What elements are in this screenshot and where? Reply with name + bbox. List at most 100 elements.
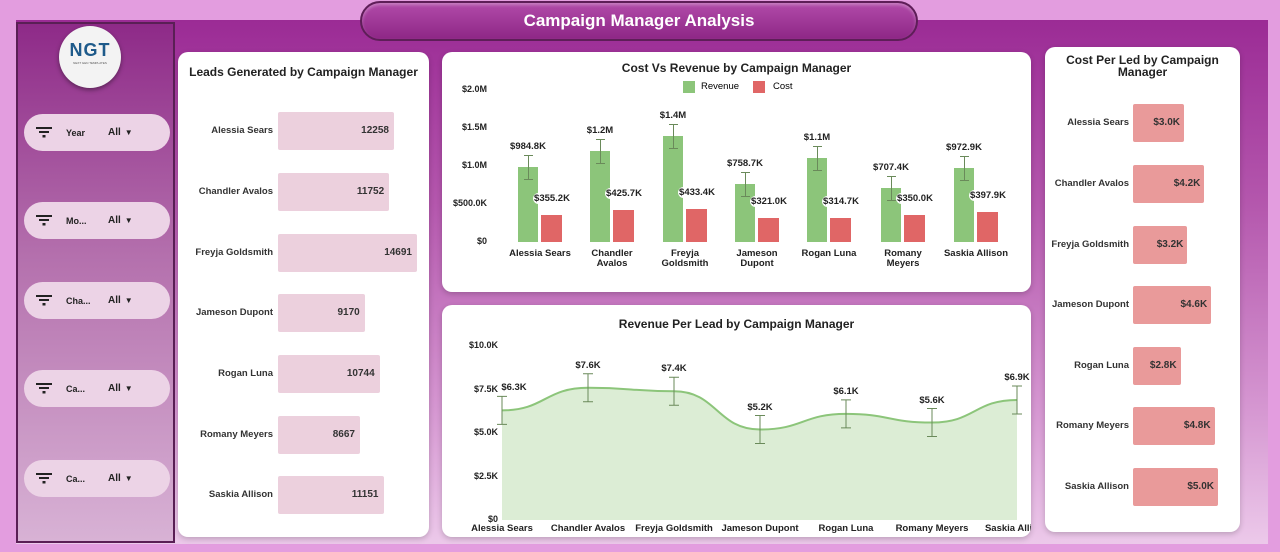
y-tick-label: $2.0M [461,84,487,94]
bar-category-label: Saskia Allison [208,489,273,500]
legend-cost-swatch [753,81,765,93]
cost-data-label: $397.9K [969,189,1007,201]
filter-value[interactable]: All [108,383,121,394]
revenue-bar [518,167,538,242]
chevron-down-icon[interactable]: ▼ [124,296,133,305]
filter-4[interactable]: Ca... All ▼ [24,460,170,497]
leads-value-label: 9170 [337,307,360,318]
revenue-per-lead-card: Revenue Per Lead by Campaign Manager $0 $… [442,305,1031,537]
y-tick-label: $500.0K [452,198,487,208]
bar-category-label: Freyja Goldsmith [195,247,273,258]
filter-icon [36,381,52,397]
x-category-label: Saskia Allison [943,248,1009,259]
error-bar [927,408,937,438]
revenue-bar [590,150,610,242]
chevron-down-icon[interactable]: ▼ [124,128,133,137]
error-cap [813,146,822,148]
bar-category-label: Chandler Avalos [1054,178,1129,189]
error-cap [960,156,969,158]
x-category-label: Romany Meyers [884,248,922,269]
cost-per-lead-value-label: $3.2K [1156,239,1184,250]
cost-per-lead-bar [1133,407,1215,445]
cost-per-lead-bar [1133,165,1205,203]
bar-category-label: Alessia Sears [211,125,273,136]
filter-0[interactable]: Year All ▼ [24,114,170,151]
leads-value-label: 10744 [346,368,375,379]
chevron-down-icon[interactable]: ▼ [124,384,133,393]
data-point-label: $6.1K [833,385,859,397]
revenue-per-lead-chart-title: Revenue Per Lead by Campaign Manager [618,317,855,331]
cost-per-lead-chart-title: Cost Per Led by Campaign Manager [1066,53,1219,79]
bar-category-label: Rogan Luna [1074,360,1129,371]
cost-per-lead-value-label: $2.8K [1149,360,1177,371]
revenue-bar [954,168,974,242]
revenue-bar [807,158,827,242]
chevron-down-icon[interactable]: ▼ [124,474,133,483]
legend-cost-label: Cost [773,81,793,92]
error-cap [887,200,896,202]
x-category-label: Alessia Sears [471,523,533,534]
error-bar [817,146,818,171]
bar-category-label: Freyja Goldsmith [1051,239,1129,250]
revenue-bar [735,184,755,242]
data-point-label: $5.2K [747,401,773,413]
filter-value[interactable]: All [108,127,121,138]
leads-value-label: 11752 [356,186,385,197]
error-cap [596,138,605,140]
filter-value[interactable]: All [108,215,121,226]
error-bar [583,373,593,403]
cost-data-label: $425.7K [605,187,643,199]
cost-data-label: $355.2K [533,193,571,204]
error-cap [887,176,896,178]
cost-per-lead-value-label: $5.0K [1187,481,1214,492]
cost-data-label: $350.0K [896,193,934,205]
data-point-label: $7.4K [661,363,687,375]
error-bar [497,395,507,425]
x-category-label: Chandler Avalos [591,248,633,269]
cost-per-lead-card: Cost Per Led by Campaign Manager Alessia… [1045,47,1240,532]
filter-label: Mo... [66,215,87,226]
filter-2[interactable]: Cha... All ▼ [24,282,170,319]
revenue-data-label: $758.7K [727,158,763,170]
chevron-down-icon[interactable]: ▼ [124,216,133,225]
leads-bar [278,234,417,272]
error-cap [741,196,750,198]
revenue-data-label: $1.1M [803,132,831,144]
cost-per-lead-value-label: $3.0K [1153,117,1180,128]
cost-per-lead-bar [1133,286,1212,324]
leads-value-label: 14691 [384,247,412,258]
x-category-label: Alessia Sears [509,248,571,259]
error-cap [524,179,533,181]
cost-bar [977,211,998,242]
bar-category-label: Rogan Luna [218,368,273,379]
revenue-data-label: $1.4M [659,109,687,121]
error-bar [964,156,965,181]
page-title: Campaign Manager Analysis [360,1,918,41]
filter-3[interactable]: Ca... All ▼ [24,370,170,407]
revenue-data-label: $1.2M [586,124,614,136]
cost-data-label: $314.7K [822,196,860,208]
error-cap [813,170,822,172]
bar-category-label: Chandler Avalos [198,186,273,197]
y-tick-label: $7.5K [473,383,498,394]
data-point-label: $7.6K [575,359,601,371]
filter-label: Ca... [66,383,86,394]
leads-bar [278,294,365,332]
filter-1[interactable]: Mo... All ▼ [24,202,170,239]
bar-category-label: Romany Meyers [200,429,273,440]
filter-value[interactable]: All [108,473,121,484]
error-cap [960,180,969,182]
leads-chart-title: Leads Generated by Campaign Manager [189,65,418,79]
error-bar [673,123,674,148]
error-cap [669,123,678,125]
cost-bar [758,217,779,242]
filter-icon [36,293,52,309]
filter-value[interactable]: All [108,295,121,306]
x-category-label: Saskia Allison [984,523,1031,534]
leads-bar [278,173,390,211]
revenue-per-lead-plot [497,373,1022,520]
legend-revenue-swatch [683,81,695,93]
error-bar [891,176,892,201]
x-category-label: Freyja Goldsmith [661,248,709,269]
leads-card: Leads Generated by Campaign Manager Ales… [178,52,429,537]
